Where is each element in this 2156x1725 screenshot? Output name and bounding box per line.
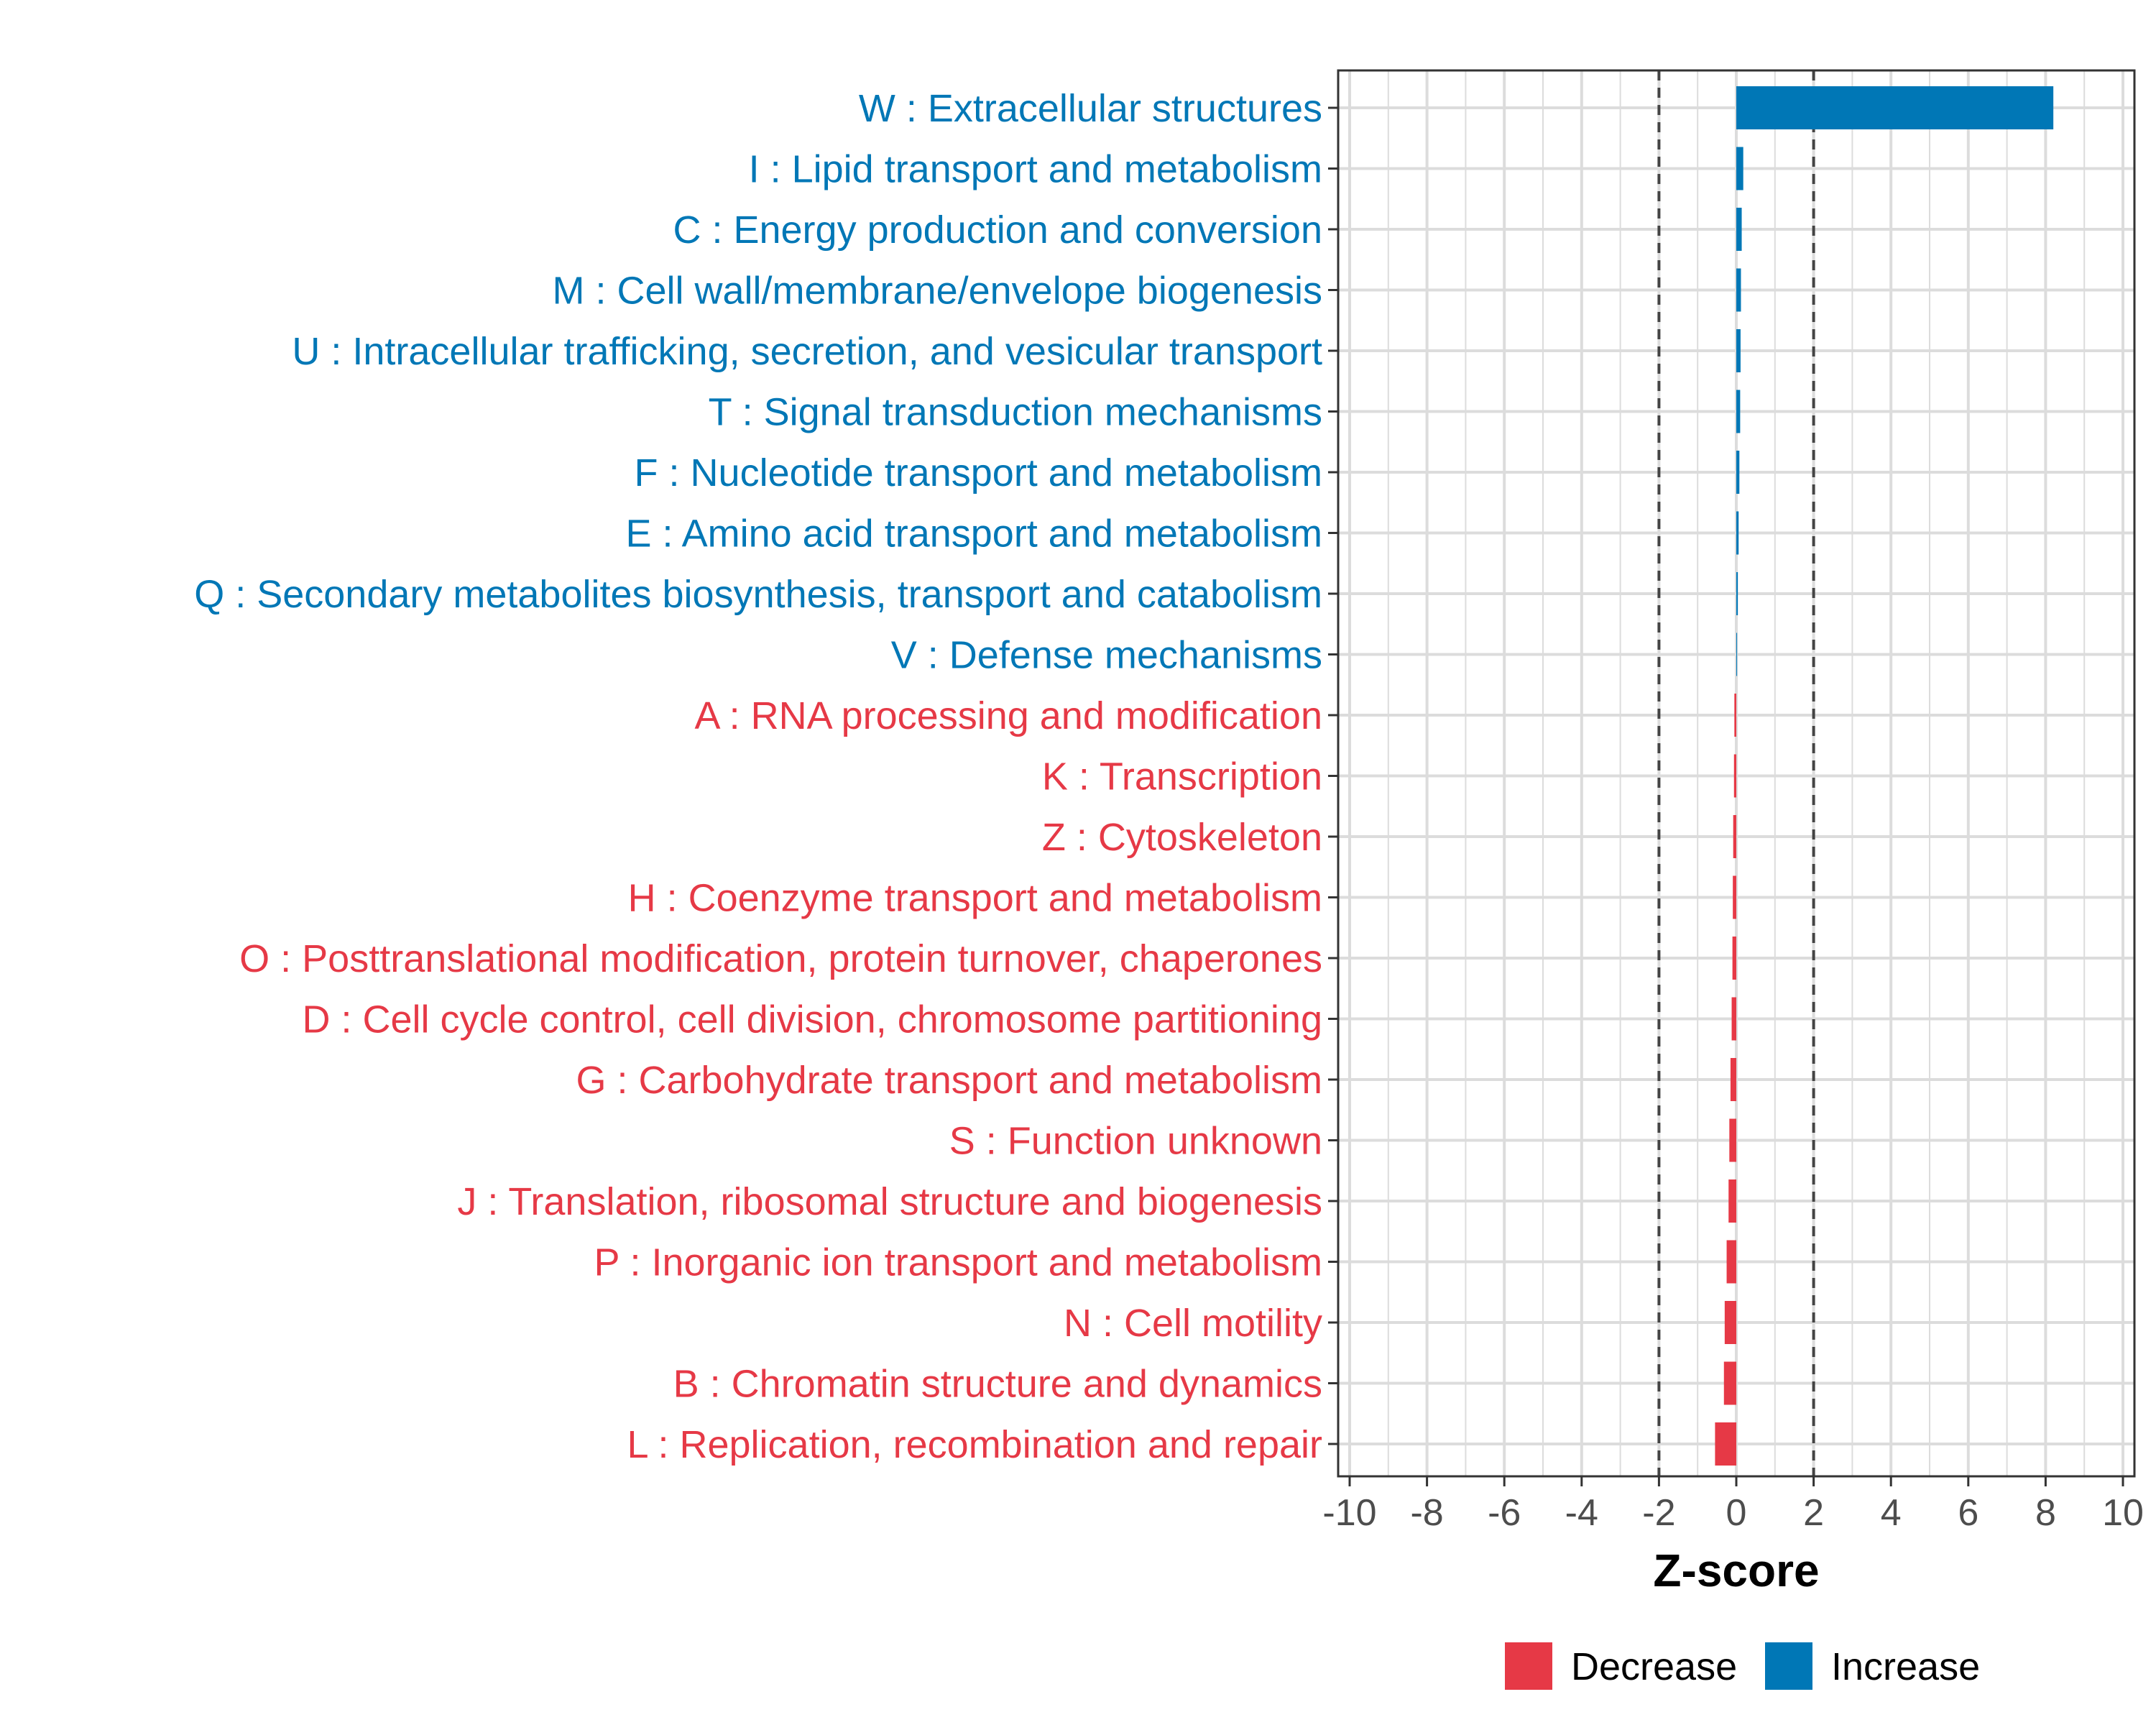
- bars: [1715, 86, 2054, 1466]
- bar-k: [1733, 754, 1736, 798]
- category-label-s: S : Function unknown: [949, 1120, 1322, 1163]
- bar-o: [1732, 937, 1736, 980]
- category-label-v: V : Defense mechanisms: [891, 634, 1322, 677]
- bar-n: [1724, 1301, 1736, 1344]
- bar-c: [1736, 208, 1742, 251]
- category-label-b: B : Chromatin structure and dynamics: [673, 1363, 1322, 1406]
- bar-a: [1734, 694, 1736, 737]
- bar-l: [1715, 1422, 1736, 1466]
- x-tick-label-4: 4: [1881, 1492, 1902, 1534]
- category-label-m: M : Cell wall/membrane/envelope biogenes…: [552, 270, 1322, 313]
- bar-d: [1731, 997, 1736, 1041]
- category-label-u: U : Intracellular trafficking, secretion…: [292, 330, 1322, 373]
- x-axis-ticks: -10 -8 -6 -4 -2 0 2 4 6 8 10: [1322, 1476, 2144, 1534]
- category-label-z: Z : Cytoskeleton: [1042, 816, 1322, 859]
- bar-f: [1736, 451, 1740, 494]
- category-label-k: K : Transcription: [1042, 755, 1322, 799]
- bar-z: [1733, 815, 1736, 858]
- category-label-h: H : Coenzyme transport and metabolism: [628, 877, 1322, 920]
- category-label-j: J : Translation, ribosomal structure and…: [457, 1180, 1322, 1223]
- category-label-f: F : Nucleotide transport and metabolism: [635, 451, 1322, 494]
- category-label-i: I : Lipid transport and metabolism: [749, 148, 1322, 191]
- bar-b: [1723, 1361, 1736, 1405]
- x-tick-label-10: -10: [1322, 1492, 1376, 1534]
- category-label-o: O : Posttranslational modification, prot…: [239, 937, 1322, 980]
- bar-m: [1736, 268, 1741, 312]
- category-label-p: P : Inorganic ion transport and metaboli…: [594, 1241, 1322, 1284]
- bar-v: [1736, 632, 1738, 676]
- legend-label-increase: Increase: [1831, 1645, 1980, 1688]
- bar-q: [1736, 572, 1738, 615]
- category-label-t: T : Signal transduction mechanisms: [709, 391, 1322, 434]
- category-label-g: G : Carbohydrate transport and metabolis…: [576, 1059, 1323, 1102]
- y-axis-labels: W : Extracellular structures I : Lipid tr…: [194, 87, 1322, 1466]
- legend: Decrease Increase: [1505, 1642, 1980, 1690]
- category-label-a: A : RNA processing and modification: [695, 694, 1322, 737]
- x-tick-label-6: -6: [1488, 1492, 1521, 1534]
- x-axis-title: Z-score: [1653, 1545, 1819, 1596]
- x-tick-label-2: -2: [1642, 1492, 1675, 1534]
- category-label-c: C : Energy production and conversion: [673, 208, 1322, 252]
- x-tick-label-6: 6: [1958, 1492, 1978, 1534]
- bar-u: [1736, 329, 1741, 372]
- x-tick-label-8: -8: [1410, 1492, 1443, 1534]
- x-tick-label-0: 0: [1726, 1492, 1747, 1534]
- threshold-lines: [1657, 70, 1815, 1476]
- category-label-e: E : Amino acid transport and metabolism: [626, 512, 1322, 556]
- category-label-w: W : Extracellular structures: [859, 87, 1322, 130]
- category-label-q: Q : Secondary metabolites biosynthesis, …: [194, 573, 1322, 616]
- x-tick-label-10: 10: [2102, 1492, 2144, 1534]
- bar-p: [1726, 1240, 1736, 1284]
- bar-j: [1728, 1179, 1736, 1223]
- bar-t: [1736, 390, 1741, 433]
- bar-w: [1736, 86, 2054, 129]
- legend-label-decrease: Decrease: [1571, 1645, 1737, 1688]
- category-label-n: N : Cell motility: [1064, 1302, 1322, 1345]
- x-tick-label-2: 2: [1803, 1492, 1824, 1534]
- bar-e: [1736, 511, 1739, 555]
- x-tick-label-4: -4: [1565, 1492, 1598, 1534]
- legend-swatch-decrease: [1505, 1642, 1552, 1690]
- bar-h: [1733, 875, 1736, 919]
- x-tick-label-8: 8: [2035, 1492, 2056, 1534]
- bar-i: [1736, 147, 1743, 190]
- category-label-d: D : Cell cycle control, cell division, c…: [302, 998, 1322, 1041]
- bar-s: [1729, 1118, 1736, 1162]
- category-label-l: L : Replication, recombination and repai…: [627, 1423, 1322, 1466]
- bar-g: [1730, 1058, 1736, 1101]
- y-axis-ticks: [1328, 106, 1338, 1445]
- legend-swatch-increase: [1765, 1642, 1812, 1690]
